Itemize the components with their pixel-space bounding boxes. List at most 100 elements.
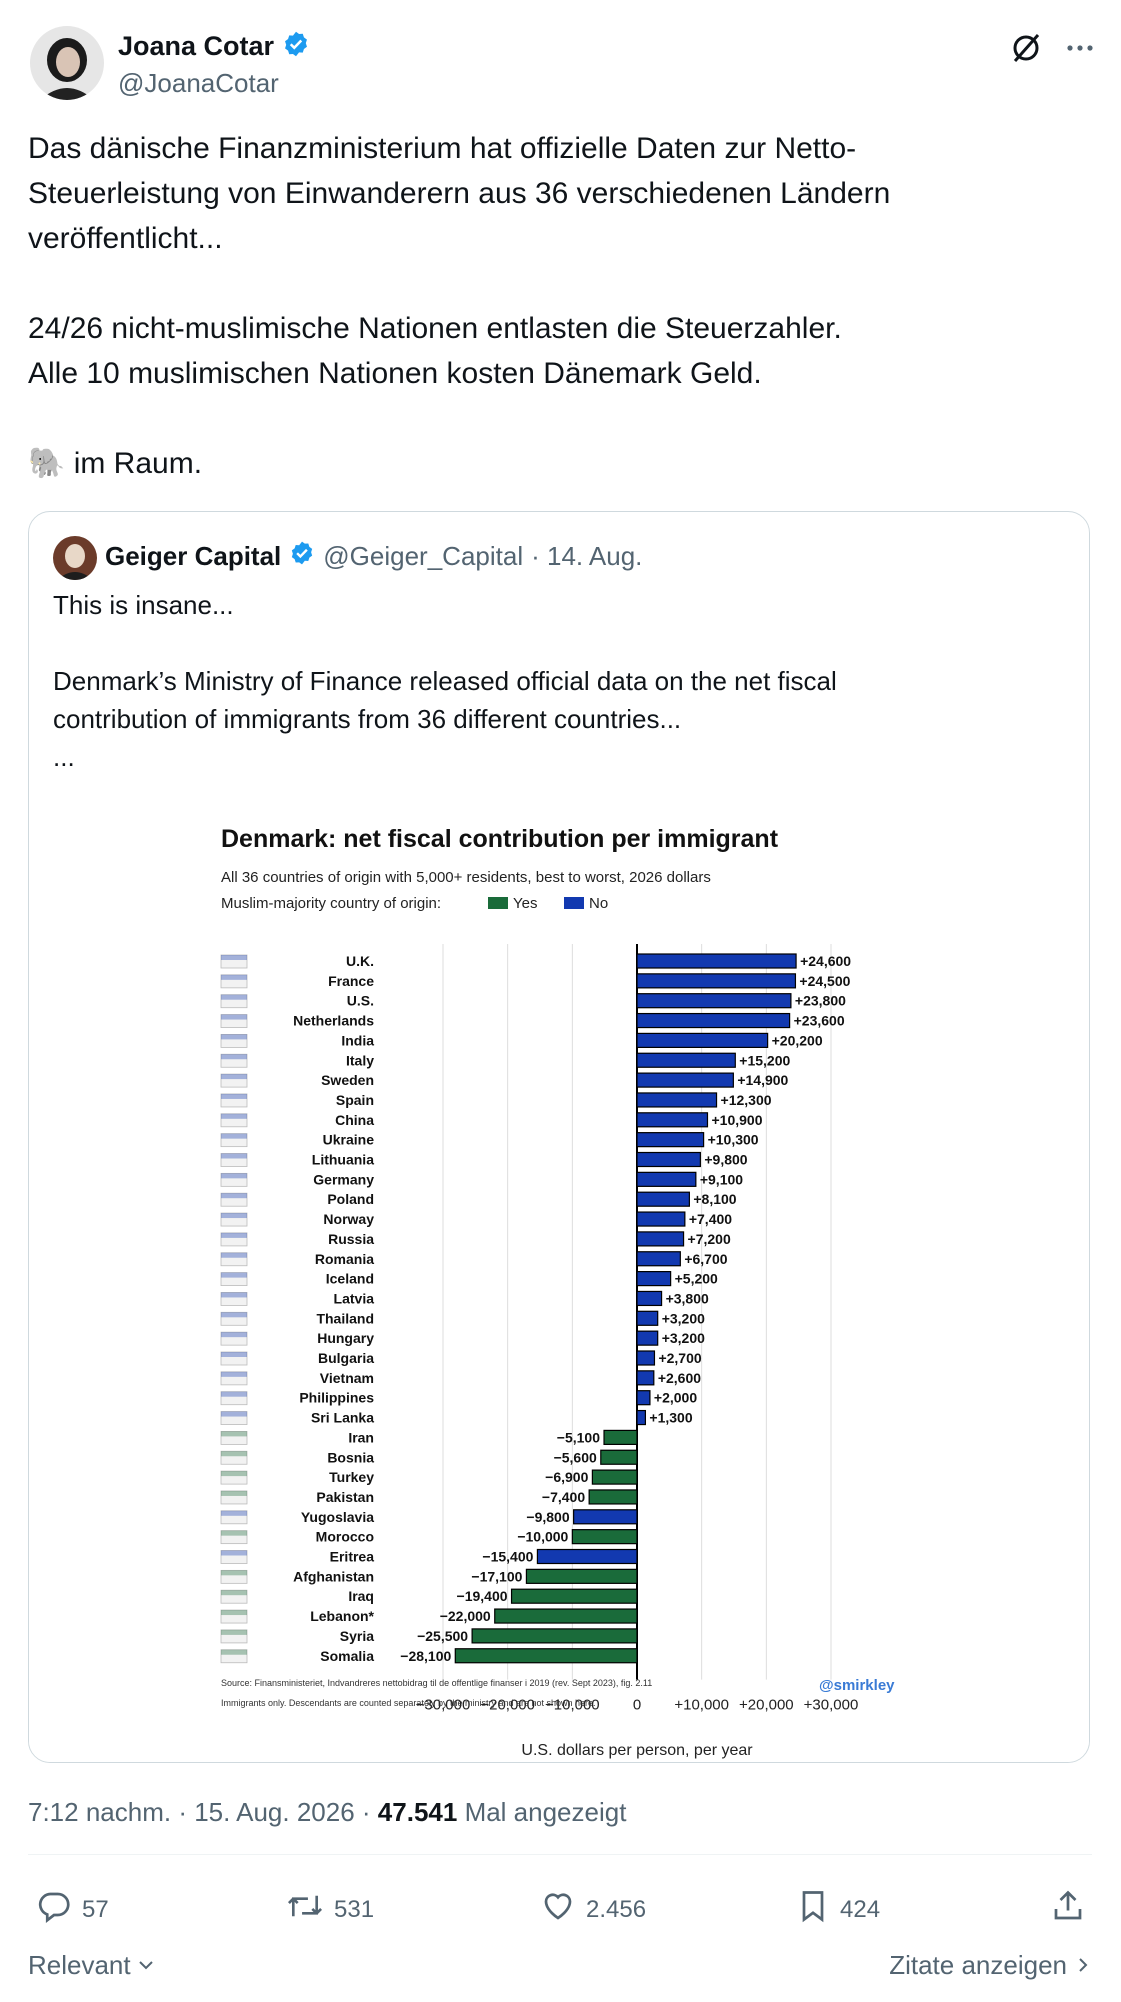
country-flag-icon	[220, 1411, 248, 1425]
share-button[interactable]	[1050, 1888, 1086, 1931]
x-axis-label: U.S. dollars per person, per year	[521, 1742, 753, 1759]
quoted-tweet[interactable]: Geiger Capital @Geiger_Capital · 14. Aug…	[28, 511, 1090, 1763]
country-flag-stripe	[221, 1252, 247, 1258]
grok-icon[interactable]	[1006, 28, 1046, 68]
data-label: +2,700	[658, 1350, 701, 1366]
category-label: Spain	[336, 1092, 374, 1108]
legend-swatch-no	[564, 897, 584, 909]
divider	[28, 1854, 1092, 1855]
data-label: −5,100	[557, 1429, 600, 1445]
retweet-button[interactable]: 531	[286, 1888, 374, 1931]
category-label: Lebanon*	[310, 1608, 374, 1624]
data-label: +12,300	[721, 1092, 772, 1108]
chart-title: Denmark: net fiscal contribution per imm…	[221, 825, 779, 853]
data-label: −17,100	[471, 1568, 522, 1584]
country-flag-stripe	[221, 1054, 247, 1060]
x-tick-label: −20,000	[480, 1697, 535, 1714]
view-count: 47.541	[377, 1797, 458, 1827]
view-quotes-link[interactable]: Zitate anzeigen	[889, 1950, 1091, 1981]
category-label: U.S.	[347, 993, 374, 1009]
bar	[588, 1489, 638, 1505]
quoted-author-avatar[interactable]	[53, 536, 97, 580]
category-label: Netherlands	[293, 1013, 374, 1029]
x-tick-label: −30,000	[416, 1697, 471, 1714]
data-label: +10,900	[711, 1112, 762, 1128]
author-name[interactable]: Joana Cotar	[118, 31, 275, 61]
country-flag-icon	[220, 1212, 248, 1227]
bar	[494, 1608, 638, 1624]
author-handle[interactable]: @JoanaCotar	[118, 68, 279, 98]
tweet-text: Das dänische Finanzministerium hat offiz…	[28, 132, 891, 480]
chart-watermark: @smirkley	[819, 1677, 895, 1694]
quoted-author-name[interactable]: Geiger Capital	[105, 541, 282, 571]
author-avatar[interactable]	[30, 26, 104, 100]
country-flag-stripe	[221, 1332, 247, 1338]
category-label: Latvia	[334, 1290, 375, 1306]
country-flag-icon	[220, 1311, 248, 1326]
country-flag-icon	[220, 1331, 248, 1346]
country-flag-icon	[220, 1073, 248, 1088]
data-label: −9,800	[526, 1509, 569, 1525]
category-label: Iceland	[326, 1271, 374, 1287]
category-label: India	[341, 1032, 374, 1048]
bar	[636, 1310, 659, 1326]
category-label: Romania	[315, 1251, 374, 1267]
category-label: Morocco	[316, 1529, 374, 1545]
country-flag-stripe	[221, 1451, 247, 1457]
country-flag-stripe	[221, 974, 247, 980]
more-options-icon[interactable]	[1060, 28, 1100, 68]
country-flag-icon	[220, 1431, 248, 1445]
bar	[636, 1072, 734, 1088]
bar	[636, 1032, 769, 1048]
country-flag-stripe	[221, 1232, 247, 1238]
quoted-author-handle[interactable]: @Geiger_Capital	[323, 541, 524, 571]
bar	[636, 1112, 709, 1128]
bar	[591, 1469, 638, 1485]
category-label: Sweden	[321, 1072, 374, 1088]
category-label: Bulgaria	[318, 1350, 374, 1366]
country-flag-stripe	[221, 1074, 247, 1080]
bar	[636, 1012, 791, 1029]
tweet-timestamp: 7:12 nachm. · 15. Aug. 2026 · 47.541 Mal…	[28, 1797, 626, 1828]
country-flag-icon	[220, 1629, 248, 1644]
country-flag-icon	[220, 1192, 248, 1207]
bar	[573, 1509, 638, 1525]
country-flag-icon	[220, 1470, 248, 1485]
reply-button[interactable]: 57	[36, 1888, 109, 1931]
chart-note: Immigrants only. Descendants are counted…	[221, 1698, 596, 1708]
timestamp-time[interactable]: 7:12 nachm. · 15. Aug. 2026 ·	[28, 1797, 371, 1827]
retweet-icon	[286, 1888, 324, 1931]
category-label: Eritrea	[330, 1549, 375, 1565]
country-flag-stripe	[221, 1530, 247, 1536]
bar	[636, 1052, 736, 1068]
bookmark-button[interactable]: 424	[796, 1888, 880, 1931]
category-label: Turkey	[329, 1469, 374, 1485]
bar	[454, 1648, 638, 1664]
bar	[636, 1151, 701, 1168]
chart-image[interactable]: Denmark: net fiscal contribution per imm…	[29, 784, 1089, 1762]
retweet-count: 531	[334, 1895, 375, 1923]
country-flag-icon	[220, 1014, 248, 1028]
data-label: +8,100	[693, 1191, 736, 1207]
like-button[interactable]: 2.456	[540, 1888, 646, 1931]
country-flag-icon	[220, 1053, 248, 1068]
country-flag-stripe	[221, 1352, 247, 1357]
chevron-down-icon	[137, 1950, 155, 1981]
bookmark-icon	[796, 1888, 830, 1931]
country-flag-icon	[220, 1391, 248, 1406]
country-flag-stripe	[221, 955, 247, 960]
country-flag-icon	[220, 1172, 248, 1187]
country-flag-icon	[220, 1033, 248, 1048]
country-flag-stripe	[221, 1213, 247, 1219]
reply-icon	[36, 1888, 72, 1931]
bar	[636, 1390, 651, 1406]
sort-dropdown[interactable]: Relevant	[28, 1950, 155, 1981]
author-name-row[interactable]: Joana Cotar	[118, 30, 310, 63]
category-label: Syria	[340, 1628, 374, 1644]
x-tick-label: +20,000	[739, 1697, 794, 1714]
country-flag-icon	[220, 1272, 248, 1287]
country-flag-stripe	[221, 1371, 247, 1377]
data-label: −7,400	[542, 1489, 585, 1505]
country-flag-icon	[220, 1232, 248, 1247]
country-flag-icon	[220, 1450, 248, 1465]
